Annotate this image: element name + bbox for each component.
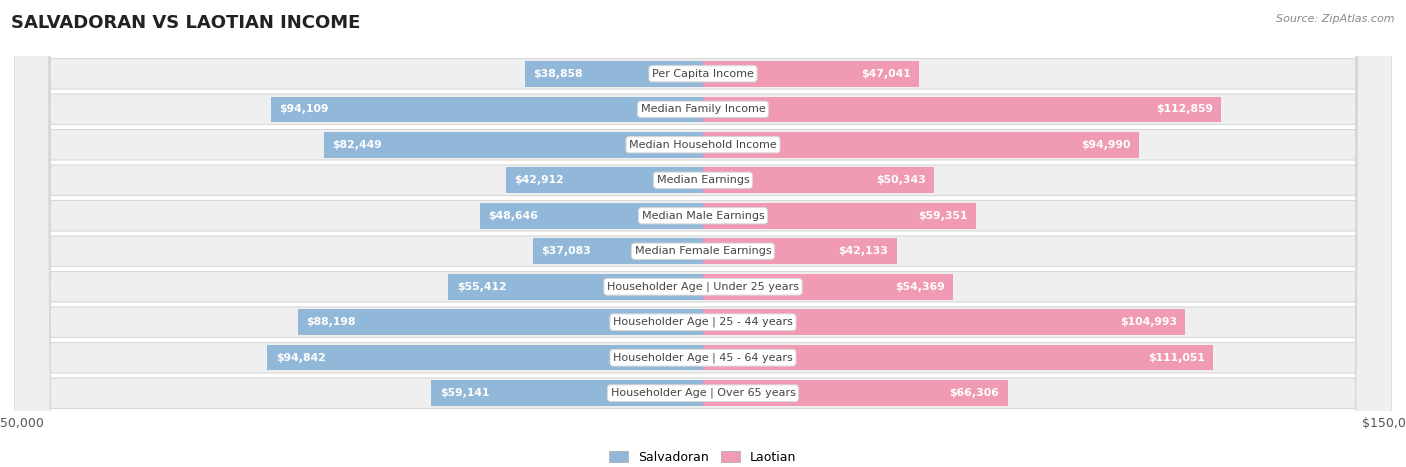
Bar: [271, 97, 703, 122]
Text: Median Male Earnings: Median Male Earnings: [641, 211, 765, 221]
Text: Householder Age | 45 - 64 years: Householder Age | 45 - 64 years: [613, 353, 793, 363]
Bar: [703, 97, 1222, 122]
FancyBboxPatch shape: [14, 0, 1392, 467]
Text: $82,449: $82,449: [333, 140, 382, 150]
Bar: [703, 61, 920, 86]
Bar: [449, 274, 703, 299]
Legend: Salvadoran, Laotian: Salvadoran, Laotian: [605, 446, 801, 467]
Bar: [506, 168, 703, 193]
Bar: [298, 310, 703, 335]
Text: $50,343: $50,343: [876, 175, 927, 185]
Text: Per Capita Income: Per Capita Income: [652, 69, 754, 79]
Text: $111,051: $111,051: [1147, 353, 1205, 363]
Text: $59,141: $59,141: [440, 388, 489, 398]
FancyBboxPatch shape: [14, 0, 1392, 467]
Bar: [703, 345, 1213, 370]
Text: $94,109: $94,109: [278, 104, 329, 114]
Text: Median Earnings: Median Earnings: [657, 175, 749, 185]
Bar: [325, 132, 703, 157]
Bar: [703, 203, 976, 228]
FancyBboxPatch shape: [14, 0, 1392, 467]
Text: Source: ZipAtlas.com: Source: ZipAtlas.com: [1277, 14, 1395, 24]
Text: SALVADORAN VS LAOTIAN INCOME: SALVADORAN VS LAOTIAN INCOME: [11, 14, 360, 32]
Bar: [703, 132, 1139, 157]
FancyBboxPatch shape: [14, 0, 1392, 467]
Text: $66,306: $66,306: [949, 388, 1000, 398]
Bar: [267, 345, 703, 370]
Text: $47,041: $47,041: [860, 69, 911, 79]
Text: $37,083: $37,083: [541, 246, 591, 256]
Text: $54,369: $54,369: [894, 282, 945, 292]
Text: $48,646: $48,646: [488, 211, 537, 221]
FancyBboxPatch shape: [14, 0, 1392, 467]
Bar: [703, 274, 953, 299]
Text: Householder Age | Over 65 years: Householder Age | Over 65 years: [610, 388, 796, 398]
Bar: [703, 381, 1008, 406]
Text: Median Household Income: Median Household Income: [628, 140, 778, 150]
FancyBboxPatch shape: [14, 0, 1392, 467]
Text: Median Family Income: Median Family Income: [641, 104, 765, 114]
Text: Householder Age | 25 - 44 years: Householder Age | 25 - 44 years: [613, 317, 793, 327]
FancyBboxPatch shape: [14, 0, 1392, 467]
Text: $38,858: $38,858: [533, 69, 582, 79]
Text: $42,133: $42,133: [838, 246, 889, 256]
Text: Householder Age | Under 25 years: Householder Age | Under 25 years: [607, 282, 799, 292]
Bar: [703, 239, 897, 264]
Text: $88,198: $88,198: [307, 317, 356, 327]
Text: $59,351: $59,351: [918, 211, 967, 221]
Text: Median Female Earnings: Median Female Earnings: [634, 246, 772, 256]
Bar: [524, 61, 703, 86]
Bar: [703, 310, 1185, 335]
Bar: [432, 381, 703, 406]
Bar: [703, 168, 934, 193]
Text: $94,842: $94,842: [276, 353, 325, 363]
Bar: [479, 203, 703, 228]
Text: $94,990: $94,990: [1081, 140, 1130, 150]
FancyBboxPatch shape: [14, 0, 1392, 467]
Text: $104,993: $104,993: [1119, 317, 1177, 327]
Text: $42,912: $42,912: [515, 175, 564, 185]
Text: $112,859: $112,859: [1156, 104, 1213, 114]
Bar: [533, 239, 703, 264]
FancyBboxPatch shape: [14, 0, 1392, 467]
FancyBboxPatch shape: [14, 0, 1392, 467]
Text: $55,412: $55,412: [457, 282, 506, 292]
